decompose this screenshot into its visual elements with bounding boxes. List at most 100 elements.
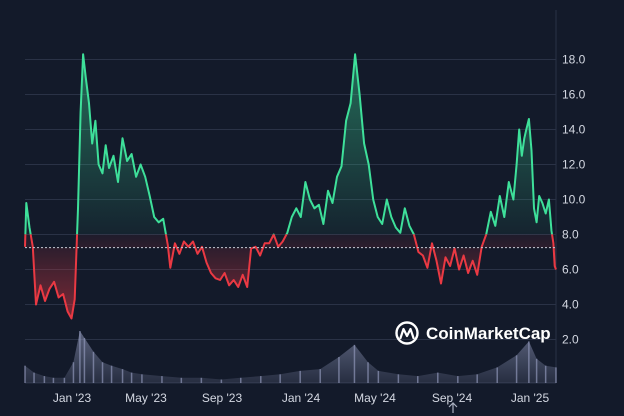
data-point [88, 102, 90, 104]
data-point [178, 253, 180, 255]
data-point [521, 155, 523, 157]
y-tick-label: 6.0 [562, 263, 579, 277]
data-point [71, 318, 73, 320]
data-point [516, 164, 518, 166]
data-point [467, 272, 469, 274]
data-point [538, 195, 540, 197]
data-point [413, 234, 415, 236]
area-above-baseline [25, 54, 553, 235]
data-point [144, 176, 146, 178]
data-point [174, 242, 176, 244]
data-point [153, 216, 155, 218]
data-point [49, 288, 51, 290]
y-tick-label: 4.0 [562, 298, 579, 312]
data-point [318, 204, 320, 206]
x-tick-label: Jan '24 [282, 391, 321, 405]
data-point [282, 241, 284, 243]
data-point [472, 260, 474, 262]
data-point [273, 234, 275, 236]
data-point [233, 279, 235, 281]
data-point [228, 284, 230, 286]
data-point [390, 216, 392, 218]
x-tick-label: Jan '25 [511, 391, 550, 405]
data-point [135, 176, 137, 178]
data-point [32, 246, 34, 248]
data-point [187, 246, 189, 248]
data-point [399, 232, 401, 234]
y-tick-label: 10.0 [562, 193, 586, 207]
data-point [62, 293, 64, 295]
x-axis-labels: Jan '23 May '23 Sep '23 Jan '24 May '24 Sep '… [53, 391, 550, 405]
volume-bars [24, 331, 557, 383]
data-point [345, 120, 347, 122]
data-point [219, 279, 221, 281]
data-point [551, 230, 553, 232]
data-point [40, 284, 42, 286]
data-point [395, 227, 397, 229]
data-point [201, 246, 203, 248]
data-point [246, 286, 248, 288]
data-point [508, 181, 510, 183]
data-point [368, 164, 370, 166]
data-point [162, 218, 164, 220]
data-point [304, 181, 306, 183]
data-point [381, 223, 383, 225]
data-point [58, 297, 60, 299]
data-point [523, 137, 525, 139]
data-point [44, 300, 46, 302]
data-point [440, 283, 442, 285]
data-point [372, 199, 374, 201]
data-point [91, 143, 93, 145]
data-point [149, 195, 151, 197]
data-point [533, 207, 535, 209]
coinmarketcap-logo-mark [399, 327, 415, 340]
data-point [422, 255, 424, 257]
y-tick-label: 12.0 [562, 158, 586, 172]
data-point [158, 221, 160, 223]
data-point [215, 277, 217, 279]
data-point [259, 255, 261, 257]
x-tick-label: Sep '24 [432, 391, 473, 405]
y-tick-label: 2.0 [562, 333, 579, 347]
data-point [322, 223, 324, 225]
data-point [35, 304, 37, 306]
coinmarketcap-logo-icon [395, 321, 419, 345]
data-point [350, 102, 352, 104]
data-point [541, 202, 543, 204]
data-point [341, 165, 343, 167]
data-point [490, 211, 492, 213]
x-tick-label: May '24 [354, 391, 396, 405]
data-point [85, 76, 87, 78]
data-point [82, 53, 84, 55]
data-point [531, 150, 533, 152]
data-point [291, 216, 293, 218]
price-line-above [24, 53, 554, 235]
data-point [458, 269, 460, 271]
data-point [29, 227, 31, 229]
data-point [108, 167, 110, 169]
data-point [24, 246, 26, 248]
data-point [122, 137, 124, 139]
data-point [98, 164, 100, 166]
data-point [436, 260, 438, 262]
data-point [192, 241, 194, 243]
data-point [53, 281, 55, 283]
data-point [242, 274, 244, 276]
coinmarketcap-watermark: CoinMarketCap [395, 321, 551, 345]
data-point [554, 265, 556, 267]
y-tick-label: 18.0 [562, 53, 586, 67]
data-point [237, 286, 239, 288]
data-point [417, 251, 419, 253]
y-tick-label: 14.0 [562, 123, 586, 137]
data-point [183, 241, 185, 243]
data-point [518, 129, 520, 131]
data-point [295, 207, 297, 209]
data-point [94, 120, 96, 122]
data-point [454, 248, 456, 250]
data-point [548, 199, 550, 201]
x-tick-label: May '23 [125, 391, 167, 405]
data-point [309, 199, 311, 201]
data-point [169, 267, 171, 269]
volume-area [25, 331, 556, 383]
data-point [354, 53, 356, 55]
